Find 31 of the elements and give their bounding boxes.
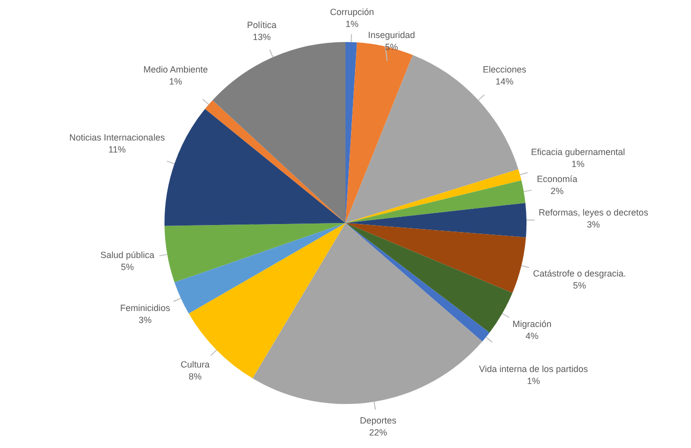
slice-label: Noticias Internacionales [69,132,166,142]
data-label: 5% [573,280,586,290]
data-label: 14% [495,76,514,87]
slice-label: Migración [512,319,552,330]
data-label: 2% [550,186,564,196]
data-label: 3% [138,315,152,326]
data-label: 1% [572,159,585,170]
data-label: 13% [252,32,271,42]
slice-label: Eficacia gubernamental [531,147,626,158]
slice-label: Política [246,20,276,30]
slice-label: Salud pública [100,250,154,260]
slice-label: Economía [536,174,578,184]
slice-label: Reformas, leyes o decretos [538,208,649,218]
data-label: 1% [345,18,358,29]
slice-label: Inseguridad [368,30,416,40]
slice-label: Catástrofe o desgracia. [532,268,626,278]
data-label: 3% [586,220,600,230]
data-label: 8% [188,372,202,382]
data-label: 4% [526,331,539,342]
data-label: 1% [169,76,182,86]
slice-label: Cultura [180,360,210,370]
data-label: 1% [526,376,540,386]
data-label: 22% [369,428,388,438]
slice-label: Deportes [360,416,397,426]
data-label: 5% [120,262,134,272]
slice-label: Medio Ambiente [143,64,208,74]
slice-label: Corrupción [330,6,374,17]
data-label: 11% [108,144,126,154]
slice-label: Vida interna de los partidos [479,364,588,374]
slice-label: Elecciones [482,64,527,75]
slice-label: Feminicidios [120,303,171,314]
